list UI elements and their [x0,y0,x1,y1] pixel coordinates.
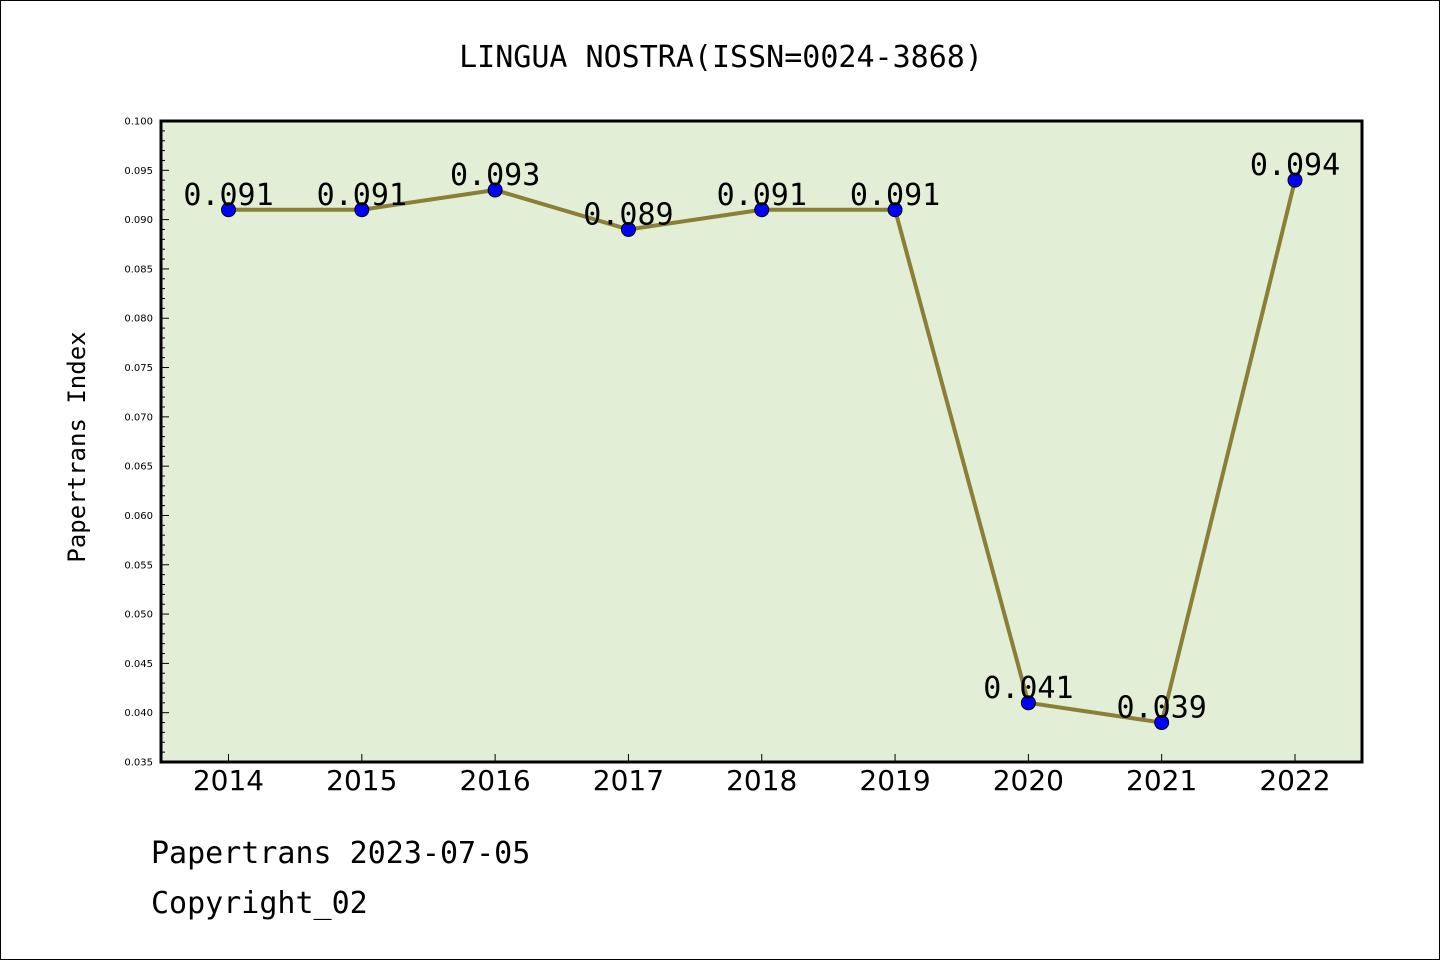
y-tick-label: 0.050 [124,610,153,621]
x-tick-label: 2021 [1126,764,1197,797]
footer-source: Papertrans 2023-07-05 [151,836,531,871]
y-tick-label: 0.095 [124,166,153,177]
y-tick-label: 0.055 [124,560,153,571]
data-label: 0.089 [583,197,673,232]
data-point [887,202,903,218]
y-tick-label: 0.075 [124,363,153,374]
y-tick-label: 0.035 [124,758,153,769]
x-tick-label: 2022 [1259,764,1330,797]
data-label: 0.094 [1250,148,1340,183]
series-group: 0.091 0.091 0.093 0.089 0.091 0.091 0.041 0.039… [183,148,1340,731]
y-tick-label: 0.080 [124,314,153,325]
y-axis-ticks: 0.035 0.040 0.045 0.050 0.055 0.060 0.065 0.070… [124,117,169,769]
y-tick-label: 0.070 [124,412,153,423]
data-point [221,202,236,218]
x-tick-label: 2016 [459,764,530,797]
data-point [354,202,370,218]
data-label: 0.091 [317,178,407,213]
data-point [1154,715,1170,731]
x-tick-label: 2019 [859,764,930,797]
x-tick-label: 2018 [726,764,797,797]
y-tick-label: 0.045 [124,659,153,670]
data-label: 0.091 [183,178,273,213]
x-axis-ticks: 2014 2015 2016 2017 2018 2019 2020 2021 2022 [193,754,1331,797]
plot-border [159,119,1364,764]
y-tick-label: 0.040 [124,708,153,719]
data-point [620,221,636,237]
data-point [1020,695,1036,711]
y-tick-label: 0.060 [124,511,153,522]
y-tick-label: 0.090 [124,215,153,226]
footer-copyright: Copyright_02 [151,886,368,921]
data-label: 0.093 [450,158,540,193]
data-label: 0.041 [983,671,1073,706]
data-point [1287,172,1303,188]
data-point [754,202,770,218]
x-tick-label: 2015 [326,764,397,797]
data-label: 0.091 [850,178,940,213]
data-label: 0.091 [717,178,807,213]
x-tick-label: 2020 [993,764,1064,797]
x-tick-label: 2014 [193,764,264,797]
x-tick-label: 2017 [593,764,664,797]
y-tick-label: 0.100 [124,117,153,128]
data-point [487,182,503,198]
chart-title: LINGUA NOSTRA(ISSN=0024-3868) [459,40,983,75]
y-tick-label: 0.065 [124,462,153,473]
plot-area [161,121,1362,762]
data-label: 0.039 [1117,691,1207,726]
y-axis-label: Papertrans Index [63,331,91,562]
y-tick-label: 0.085 [124,264,153,275]
